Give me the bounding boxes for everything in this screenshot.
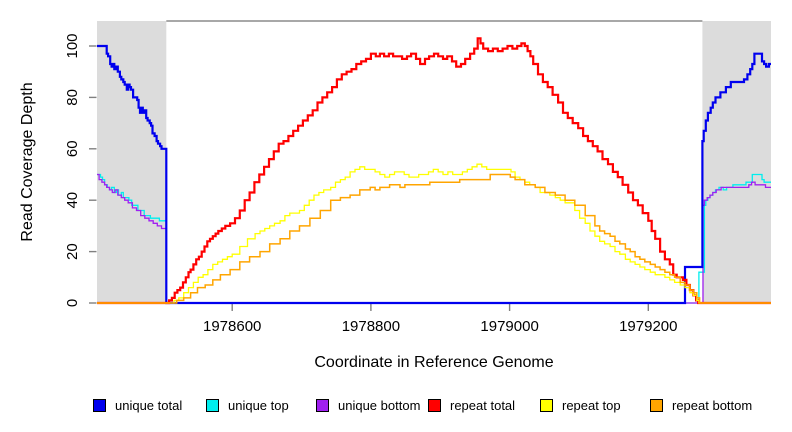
legend-swatch-icon — [650, 398, 663, 412]
series-repeat-total-line — [97, 37, 771, 305]
legend-label: repeat top — [562, 397, 621, 413]
x-tick-label: 1979000 — [480, 318, 538, 335]
legend-swatch-icon — [540, 398, 553, 412]
shaded-region-right — [702, 21, 771, 303]
x-axis-title: Coordinate in Reference Genome — [314, 354, 554, 371]
x-tick-label: 1979200 — [619, 318, 677, 335]
series-unique-total-line — [97, 44, 771, 305]
legend-label: repeat bottom — [672, 397, 753, 413]
y-tick-label: 80 — [64, 89, 81, 106]
y-tick-label: 40 — [64, 192, 81, 209]
legend: unique total unique top unique bottom repea… — [0, 397, 792, 415]
legend-label: unique top — [228, 397, 289, 413]
legend-label: unique total — [115, 397, 183, 413]
legend-item-unique-top: unique top — [206, 397, 289, 413]
legend-item-repeat-bottom: repeat bottom — [650, 397, 752, 413]
y-tick-label: 60 — [64, 140, 81, 157]
series-unique-top-line — [97, 173, 771, 304]
legend-item-unique-bottom: unique bottom — [316, 397, 420, 413]
legend-item-repeat-total: repeat total — [428, 397, 515, 413]
series-unique-bottom-line — [97, 173, 771, 304]
x-tick-label: 1978600 — [203, 318, 261, 335]
legend-swatch-icon — [93, 398, 106, 412]
legend-item-unique-total: unique total — [93, 397, 182, 413]
y-tick-label: 20 — [64, 243, 81, 260]
shaded-region-left — [97, 21, 167, 303]
y-tick-label: 0 — [64, 299, 81, 307]
legend-label: unique bottom — [338, 397, 421, 413]
legend-label: repeat total — [450, 397, 516, 413]
legend-item-repeat-top: repeat top — [540, 397, 621, 413]
legend-swatch-icon — [206, 398, 219, 412]
x-tick-label: 1978800 — [342, 318, 400, 335]
y-tick-label: 100 — [64, 33, 81, 58]
series-repeat-bottom-line — [97, 173, 771, 304]
legend-swatch-icon — [428, 398, 441, 412]
legend-swatch-icon — [316, 398, 329, 412]
y-axis-title: Read Coverage Depth — [19, 82, 36, 242]
series-repeat-top-line — [97, 163, 771, 304]
